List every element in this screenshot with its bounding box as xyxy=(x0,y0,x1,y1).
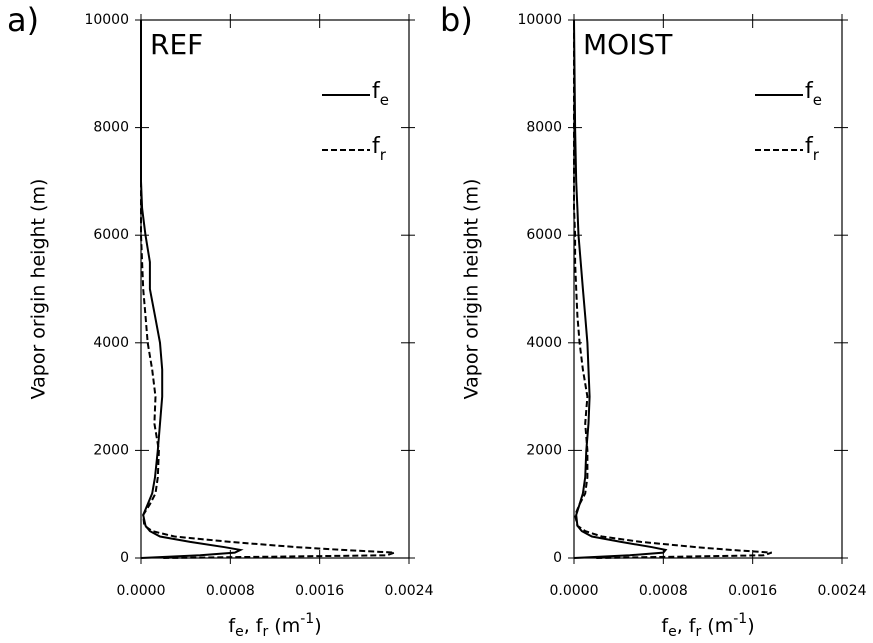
y-axis-label: Vapor origin height (m) xyxy=(28,179,50,400)
legend-label: fr xyxy=(372,134,387,164)
legend-label-sub: r xyxy=(813,146,820,164)
x-axis-label-part: ) xyxy=(747,615,754,637)
panel-label: b) xyxy=(440,1,473,39)
x-tick-label: 0.0008 xyxy=(206,583,255,599)
x-axis-label-part: e xyxy=(235,624,244,640)
x-tick-label: 0.0000 xyxy=(117,583,166,599)
x-axis-label-part: -1 xyxy=(300,611,314,627)
x-axis-label-part: r xyxy=(695,624,701,640)
panel-title: MOIST xyxy=(583,28,673,61)
x-axis-label-part: f xyxy=(661,615,669,637)
legend-label-sub: e xyxy=(380,91,389,109)
x-tick-label: 0.0016 xyxy=(295,583,344,599)
x-axis-label-part: (m xyxy=(701,615,733,637)
x-axis-label-part: (m xyxy=(268,615,300,637)
plot-frame xyxy=(573,19,843,559)
x-tick-label: 0.0016 xyxy=(728,583,777,599)
series-line xyxy=(140,20,244,559)
series-line xyxy=(573,19,668,559)
x-tick-label: 0.0000 xyxy=(550,583,599,599)
y-tick-label: 4000 xyxy=(93,335,129,351)
series-line xyxy=(573,20,773,559)
x-tick-label: 0.0008 xyxy=(639,583,688,599)
plot-frame xyxy=(140,19,410,559)
y-tick-label: 10000 xyxy=(517,12,562,28)
y-tick-label: 0 xyxy=(553,550,562,566)
y-tick-label: 2000 xyxy=(93,442,129,458)
y-tick-label: 0 xyxy=(120,550,129,566)
y-axis-label: Vapor origin height (m) xyxy=(461,179,483,400)
x-axis-label-part: r xyxy=(262,624,268,640)
legend-label-sub: e xyxy=(813,91,822,109)
panel-title: REF xyxy=(150,28,203,61)
x-tick-label: 0.0024 xyxy=(818,583,867,599)
x-tick-label: 0.0024 xyxy=(385,583,434,599)
legend-label: fe xyxy=(805,79,822,109)
y-tick-label: 8000 xyxy=(526,120,562,136)
y-tick-label: 6000 xyxy=(526,227,562,243)
x-axis-label-part: , f xyxy=(677,615,697,637)
series-line xyxy=(140,20,395,559)
x-axis-label-part: -1 xyxy=(733,611,747,627)
x-axis-label-part: f xyxy=(228,615,236,637)
legend-label: fe xyxy=(372,79,389,109)
legend-label-base: f xyxy=(372,79,381,104)
x-axis-label: fe, fr (m-1) xyxy=(228,611,321,640)
panel-label: a) xyxy=(7,1,39,39)
x-axis-label: fe, fr (m-1) xyxy=(661,611,754,640)
legend-label-sub: r xyxy=(380,146,387,164)
legend-label-base: f xyxy=(805,134,814,159)
legend-label-base: f xyxy=(805,79,814,104)
y-tick-label: 10000 xyxy=(84,12,129,28)
legend-label-base: f xyxy=(372,134,381,159)
x-axis-label-part: e xyxy=(668,624,677,640)
y-tick-label: 2000 xyxy=(526,442,562,458)
y-tick-label: 8000 xyxy=(93,120,129,136)
x-axis-label-part: ) xyxy=(314,615,321,637)
legend-label: fr xyxy=(805,134,820,164)
x-axis-label-part: , f xyxy=(244,615,264,637)
y-tick-label: 4000 xyxy=(526,335,562,351)
y-tick-label: 6000 xyxy=(93,227,129,243)
